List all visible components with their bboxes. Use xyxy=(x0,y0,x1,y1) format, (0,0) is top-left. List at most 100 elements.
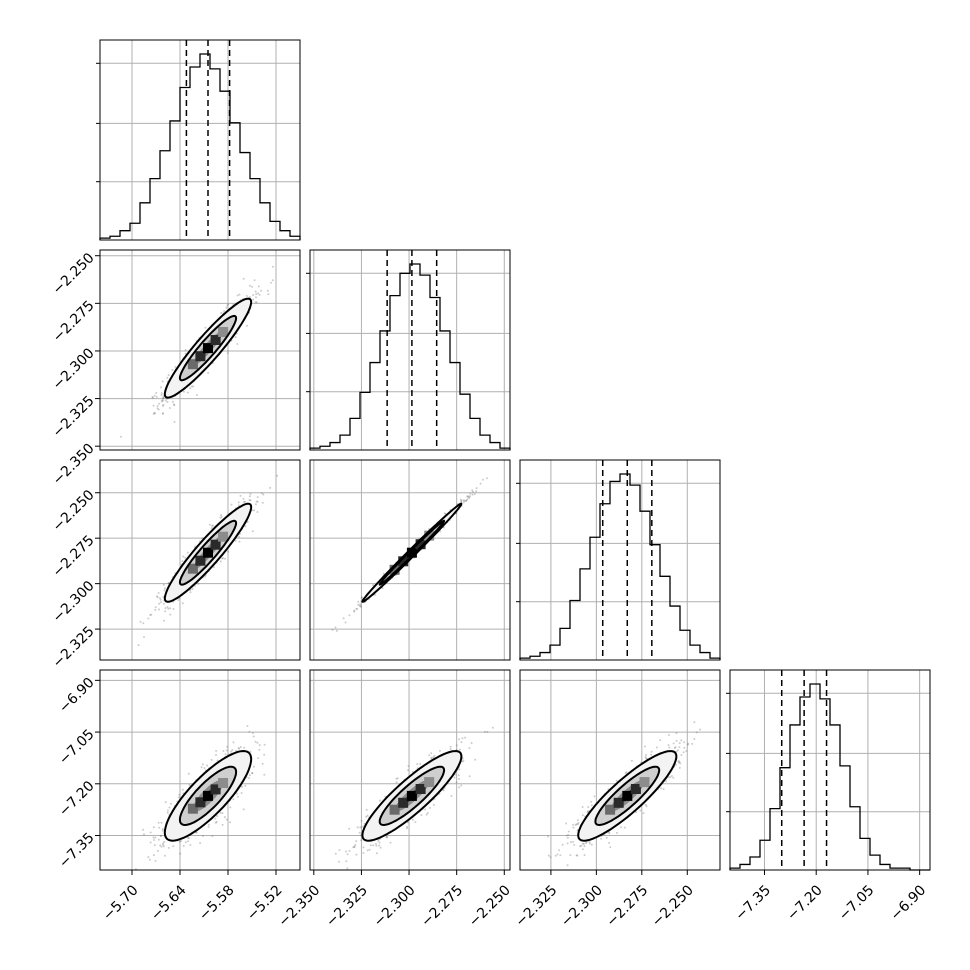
sample-point xyxy=(184,556,187,559)
sample-point xyxy=(414,821,417,823)
sample-point xyxy=(183,390,185,393)
contour-outer xyxy=(163,749,253,842)
sample-point xyxy=(486,477,488,480)
sample-point xyxy=(149,841,152,844)
sample-point xyxy=(583,854,586,857)
sample-point xyxy=(226,749,228,752)
sample-point xyxy=(169,607,172,610)
sample-point xyxy=(395,777,398,780)
sample-point xyxy=(362,851,365,854)
sample-point xyxy=(147,617,150,620)
density-cell xyxy=(415,784,426,794)
panel-content xyxy=(137,474,279,647)
panel-content xyxy=(334,726,494,870)
sample-point xyxy=(261,762,264,765)
sample-point xyxy=(153,844,156,847)
scatter-panel-3-1 xyxy=(309,669,511,871)
scatter-panel-3-2 xyxy=(519,669,721,871)
sample-point xyxy=(226,352,229,355)
sample-point xyxy=(255,301,258,304)
sample-point xyxy=(219,560,222,563)
sample-point xyxy=(258,744,261,747)
sample-point xyxy=(248,495,251,498)
sample-point xyxy=(162,403,165,406)
sample-point xyxy=(237,795,239,798)
sample-point xyxy=(348,850,351,852)
sample-point xyxy=(331,628,334,631)
sample-point xyxy=(234,539,237,542)
panel-content xyxy=(547,721,702,867)
sample-point xyxy=(458,738,461,741)
sample-point xyxy=(385,835,388,838)
sample-point xyxy=(160,386,162,389)
sample-point xyxy=(430,752,433,755)
sample-point xyxy=(420,814,423,816)
sample-point xyxy=(237,504,240,507)
sample-point xyxy=(159,844,162,847)
sample-point xyxy=(168,407,171,409)
sample-point xyxy=(249,750,252,753)
sample-point xyxy=(249,499,252,502)
sample-point xyxy=(266,289,269,292)
hist-panel-0 xyxy=(96,39,301,241)
sample-point xyxy=(253,279,256,282)
sample-point xyxy=(225,818,228,821)
sample-point xyxy=(459,498,462,501)
sample-point xyxy=(153,839,156,841)
sample-point xyxy=(461,737,464,740)
sample-point xyxy=(464,736,467,739)
hist-frame-0 xyxy=(99,39,301,241)
sample-point xyxy=(159,835,162,838)
sample-point xyxy=(171,400,174,403)
sample-point xyxy=(360,605,362,608)
sample-point xyxy=(623,826,626,829)
sample-point xyxy=(358,831,361,834)
sample-point xyxy=(153,411,156,414)
sample-point xyxy=(208,523,211,526)
sample-point xyxy=(187,772,190,775)
density-cell xyxy=(424,777,435,788)
sample-point xyxy=(255,293,258,296)
sample-point xyxy=(166,809,169,812)
sample-point xyxy=(463,499,466,502)
sample-point xyxy=(460,499,463,502)
sample-point xyxy=(254,290,257,293)
sample-point xyxy=(442,789,445,792)
sample-point xyxy=(164,610,167,613)
sample-point xyxy=(455,781,458,784)
sample-point xyxy=(462,501,465,504)
sample-point xyxy=(151,396,154,398)
sample-point xyxy=(465,499,468,502)
sample-point xyxy=(164,854,166,857)
sample-point xyxy=(378,841,381,844)
sample-point xyxy=(226,304,229,307)
sample-point xyxy=(443,526,445,529)
sample-point xyxy=(432,803,435,806)
sample-point xyxy=(457,774,460,777)
density-cell xyxy=(187,563,198,574)
sample-point xyxy=(172,608,175,610)
sample-point xyxy=(162,845,165,848)
density-cell xyxy=(203,790,213,801)
sample-point xyxy=(600,837,603,840)
sample-point xyxy=(160,601,162,604)
sample-point xyxy=(153,394,156,397)
sample-point xyxy=(263,743,266,746)
sample-point xyxy=(156,596,159,599)
sample-point xyxy=(242,277,245,280)
sample-point xyxy=(675,739,678,742)
sample-point xyxy=(569,854,572,857)
sample-point xyxy=(177,796,180,799)
sample-point xyxy=(449,745,452,748)
contour-inner xyxy=(378,519,446,586)
panel-frame xyxy=(309,669,511,871)
sample-point xyxy=(156,405,159,407)
sample-point xyxy=(167,607,170,610)
sample-point xyxy=(161,399,164,402)
sample-point xyxy=(155,395,158,398)
sample-point xyxy=(191,588,194,590)
sample-point xyxy=(482,478,484,481)
sample-point xyxy=(242,497,245,500)
sample-point xyxy=(149,831,152,834)
sample-point xyxy=(605,836,608,839)
